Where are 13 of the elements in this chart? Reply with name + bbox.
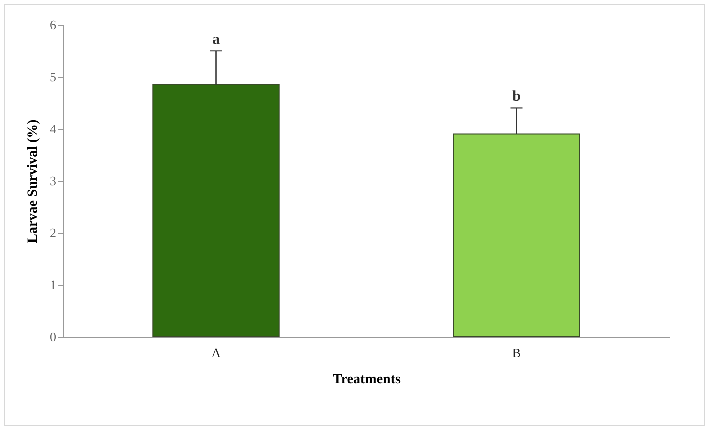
y-tick-label: 6 [50, 18, 57, 32]
x-tick-label: A [212, 346, 222, 360]
y-axis-title: Larvae Survival (%) [26, 119, 41, 244]
annotation: b [512, 89, 521, 106]
y-tick-label: 2 [50, 226, 56, 240]
y-tick-label: 1 [50, 278, 56, 292]
x-axis-title: Treatments [333, 372, 402, 388]
y-tick-label: 5 [50, 70, 56, 84]
y-tick-label: 4 [50, 122, 57, 136]
x-tick-label: B [512, 346, 522, 360]
y-tick-label: 3 [50, 174, 56, 188]
annotation: a [212, 32, 220, 48]
y-tick-label: 0 [50, 330, 56, 344]
